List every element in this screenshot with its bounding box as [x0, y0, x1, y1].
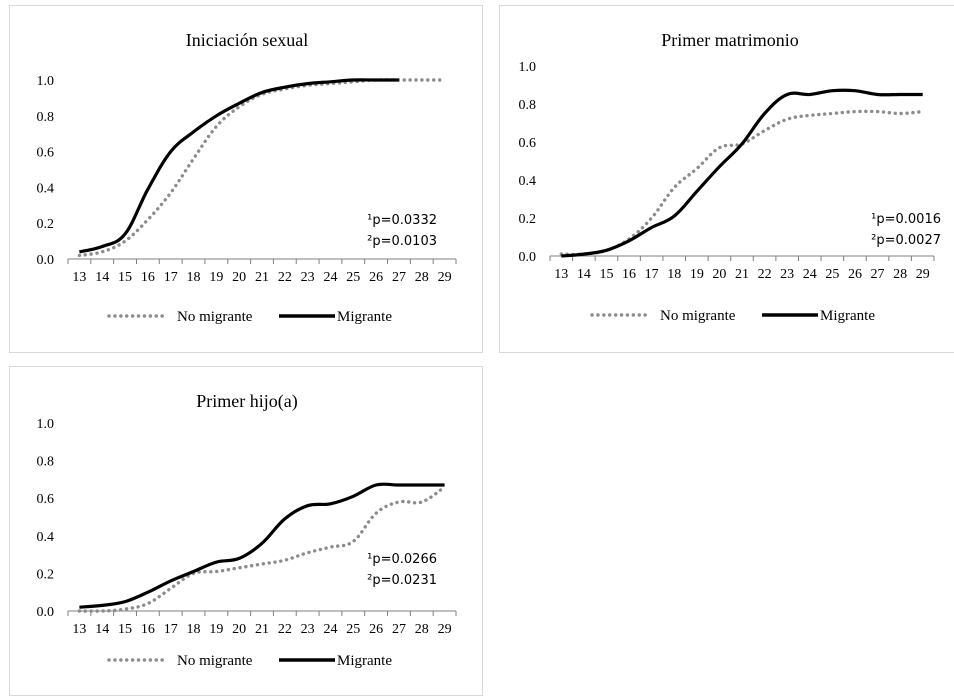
- x-tick-label: 17: [164, 622, 178, 637]
- x-tick-label: 20: [232, 270, 246, 285]
- p-value-annotation: ¹p=0.0266: [367, 552, 437, 567]
- line-chart-primer-matrimonio: Primer matrimonio 0.0 0.2 0.4 0.6 0.8 1.0 13 14 1…: [519, 30, 942, 324]
- legend-label-migrante: Migrante: [337, 309, 392, 325]
- series-line-no-migrante: [559, 109, 925, 257]
- p-value-annotation: ¹p=0.0016: [871, 212, 941, 227]
- series-line-migrante: [561, 88, 923, 258]
- x-tick-label: 13: [72, 622, 86, 637]
- x-tick-label: 27: [871, 267, 885, 282]
- y-tick-label: 0.4: [37, 181, 55, 196]
- y-tick-label: 1.0: [519, 60, 537, 75]
- x-tick-label: 28: [893, 267, 907, 282]
- x-tick-label: 26: [369, 622, 383, 637]
- x-tick-label: 21: [255, 270, 269, 285]
- chart-title: Primer matrimonio: [661, 30, 798, 50]
- x-tick-label: 28: [415, 622, 429, 637]
- x-tick-label: 22: [758, 267, 772, 282]
- x-tick-label: 27: [392, 622, 406, 637]
- x-tick-label: 25: [346, 622, 360, 637]
- chart-panel-iniciacion-sexual: Iniciación sexual 0.0 0.2 0.4 0.6 0.8 1.0 13 14 1…: [9, 5, 483, 353]
- legend-label-no-migrante: No migrante: [177, 653, 253, 669]
- y-tick-label: 0.8: [37, 455, 55, 470]
- chart-panel-primer-matrimonio: Primer matrimonio 0.0 0.2 0.4 0.6 0.8 1.0 13 14 1…: [499, 5, 954, 353]
- x-tick-label: 17: [645, 267, 659, 282]
- x-tick-label: 25: [346, 270, 360, 285]
- x-tick-label: 21: [735, 267, 749, 282]
- x-tick-label: 13: [72, 270, 86, 285]
- chart-panel-primer-hijo: Primer hijo(a) 0.0 0.2 0.4 0.6 0.8 1.0 13 14 15 16…: [9, 366, 483, 696]
- x-tick-label: 17: [164, 270, 178, 285]
- x-tick-label: 22: [278, 270, 292, 285]
- p-value-annotation: ²p=0.0103: [367, 234, 437, 249]
- x-tick-label: 15: [118, 270, 132, 285]
- x-tick-label: 19: [690, 267, 704, 282]
- x-tick-label: 18: [667, 267, 681, 282]
- p-value-annotation: ²p=0.0027: [871, 233, 941, 248]
- series-line-no-migrante: [77, 485, 447, 613]
- x-tick-label: 29: [916, 267, 930, 282]
- y-tick-label: 1.0: [37, 417, 55, 432]
- y-tick-label: 0.2: [37, 217, 55, 232]
- legend-label-migrante: Migrante: [820, 308, 875, 324]
- y-tick-label: 0.0: [519, 250, 537, 265]
- x-tick-label: 18: [187, 270, 201, 285]
- x-tick-label: 14: [95, 622, 109, 637]
- x-tick-label: 24: [323, 270, 337, 285]
- x-tick-label: 13: [554, 267, 568, 282]
- x-tick-label: 22: [278, 622, 292, 637]
- x-tick-label: 29: [438, 270, 452, 285]
- y-tick-label: 0.6: [37, 146, 55, 161]
- x-tick-label: 23: [301, 622, 315, 637]
- x-tick-label: 16: [141, 270, 155, 285]
- line-chart-primer-hijo: Primer hijo(a) 0.0 0.2 0.4 0.6 0.8 1.0 13 14 15 16…: [37, 391, 457, 669]
- legend-label-no-migrante: No migrante: [177, 309, 253, 325]
- y-tick-label: 0.4: [519, 174, 537, 189]
- y-tick-label: 0.6: [519, 136, 537, 151]
- x-tick-label: 23: [780, 267, 794, 282]
- line-chart-iniciacion-sexual: Iniciación sexual 0.0 0.2 0.4 0.6 0.8 1.0 13 14 1…: [37, 30, 457, 325]
- x-tick-label: 14: [95, 270, 109, 285]
- x-tick-label: 16: [141, 622, 155, 637]
- x-tick-label: 28: [415, 270, 429, 285]
- x-tick-label: 18: [187, 622, 201, 637]
- x-tick-label: 24: [803, 267, 817, 282]
- series-line-no-migrante: [77, 78, 447, 258]
- x-tick-label: 19: [209, 270, 223, 285]
- x-tick-label: 29: [438, 622, 452, 637]
- y-tick-label: 0.2: [37, 567, 55, 582]
- x-tick-label: 21: [255, 622, 269, 637]
- x-tick-label: 24: [323, 622, 337, 637]
- chart-title: Primer hijo(a): [196, 391, 297, 412]
- y-tick-label: 0.8: [37, 110, 55, 125]
- series-line-migrante: [79, 78, 399, 254]
- y-tick-label: 0.2: [519, 212, 537, 227]
- x-tick-label: 15: [599, 267, 613, 282]
- x-tick-label: 26: [848, 267, 862, 282]
- x-tick-label: 20: [712, 267, 726, 282]
- x-tick-label: 16: [622, 267, 636, 282]
- x-tick-label: 14: [577, 267, 591, 282]
- x-tick-label: 27: [392, 270, 406, 285]
- x-tick-label: 23: [301, 270, 315, 285]
- x-tick-label: 25: [825, 267, 839, 282]
- series-line-migrante: [79, 482, 445, 609]
- x-tick-label: 26: [369, 270, 383, 285]
- x-tick-label: 19: [209, 622, 223, 637]
- y-tick-label: 0.8: [519, 98, 537, 113]
- y-tick-label: 0.6: [37, 492, 55, 507]
- p-value-annotation: ¹p=0.0332: [367, 213, 437, 228]
- chart-title: Iniciación sexual: [186, 30, 308, 50]
- x-tick-label: 20: [232, 622, 246, 637]
- y-tick-label: 1.0: [37, 74, 55, 89]
- p-value-annotation: ²p=0.0231: [367, 573, 437, 588]
- x-tick-label: 15: [118, 622, 132, 637]
- y-tick-label: 0.4: [37, 530, 55, 545]
- y-tick-label: 0.0: [37, 605, 55, 620]
- y-tick-label: 0.0: [37, 253, 55, 268]
- legend-label-no-migrante: No migrante: [660, 308, 736, 324]
- legend-label-migrante: Migrante: [337, 653, 392, 669]
